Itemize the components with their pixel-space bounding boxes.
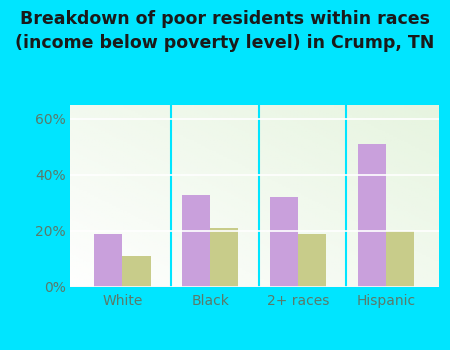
- Bar: [386, 231, 414, 287]
- Legend: Crump, Tennessee: Crump, Tennessee: [137, 349, 372, 350]
- Bar: [358, 144, 386, 287]
- Text: Breakdown of poor residents within races
(income below poverty level) in Crump, : Breakdown of poor residents within races…: [15, 10, 435, 52]
- Bar: [298, 234, 326, 287]
- Bar: [210, 228, 238, 287]
- Bar: [270, 197, 298, 287]
- Bar: [182, 195, 210, 287]
- Bar: [94, 234, 122, 287]
- Bar: [122, 256, 151, 287]
